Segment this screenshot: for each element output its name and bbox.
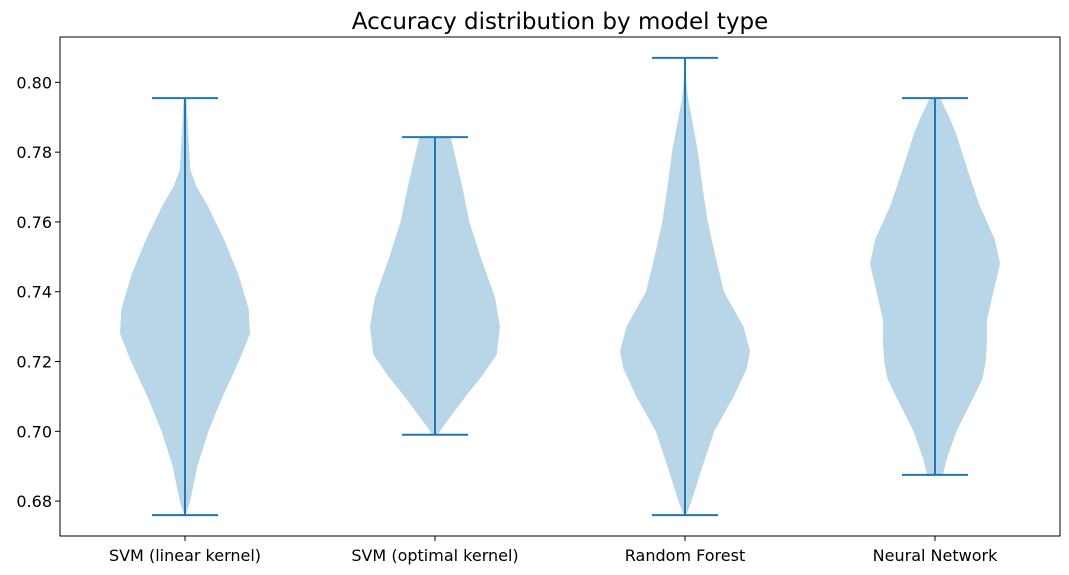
y-tick-label: 0.72 bbox=[16, 353, 52, 372]
y-tick-label: 0.74 bbox=[16, 283, 52, 302]
y-tick-label: 0.68 bbox=[16, 492, 52, 511]
chart-title: Accuracy distribution by model type bbox=[352, 9, 769, 35]
y-tick-label: 0.76 bbox=[16, 213, 52, 232]
x-tick-label: Random Forest bbox=[625, 546, 745, 565]
plot-frame bbox=[59, 36, 1061, 537]
y-tick-label: 0.78 bbox=[16, 143, 52, 162]
y-axis: 0.68 0.70 0.72 0.74 0.76 0.78 0.80 bbox=[16, 73, 60, 511]
x-axis: SVM (linear kernel) SVM (optimal kernel) R… bbox=[109, 536, 998, 565]
x-tick-label: SVM (linear kernel) bbox=[109, 546, 261, 565]
x-tick-label: SVM (optimal kernel) bbox=[351, 546, 518, 565]
y-tick-label: 0.70 bbox=[16, 422, 52, 441]
violin-group bbox=[120, 56, 1000, 517]
x-tick-label: Neural Network bbox=[873, 546, 998, 565]
y-tick-label: 0.80 bbox=[16, 73, 52, 92]
